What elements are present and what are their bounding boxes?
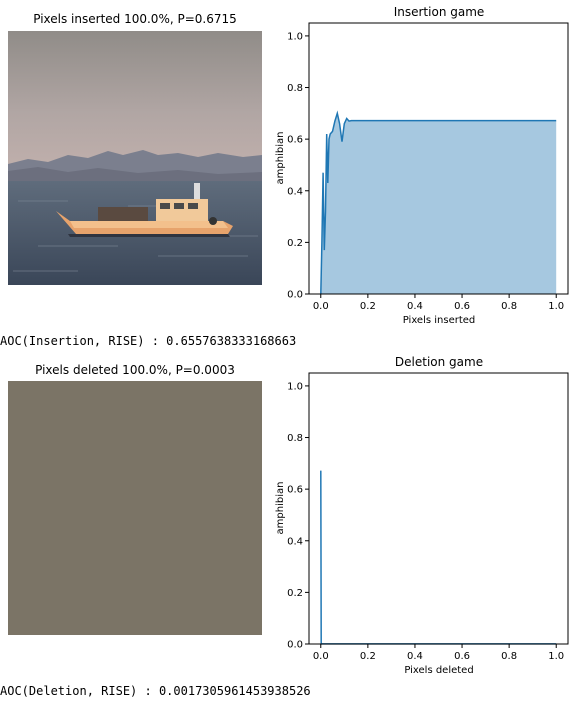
deletion-image	[8, 381, 262, 635]
insertion-x-tick-label: 0.0	[313, 301, 329, 312]
insertion-chart-title: Insertion game	[394, 5, 485, 19]
insertion-axes-frame	[308, 22, 569, 295]
insertion-line-layer	[320, 110, 557, 295]
insertion-aoc-text: AOC(Insertion, RISE) : 0.655763833316866…	[0, 334, 297, 348]
insertion-x-tick-label: 0.6	[454, 301, 470, 312]
insertion-image	[8, 31, 262, 285]
insertion-area-layer	[320, 113, 557, 294]
deletion-image-title: Pixels deleted 100.0%, P=0.0003	[35, 363, 235, 377]
boat-photo	[8, 31, 262, 285]
insertion-y-ticks: 0.0 0.2 0.4 0.6 0.8 1.0	[287, 31, 309, 301]
insertion-x-axis-label: Pixels inserted	[403, 315, 476, 326]
insertion-y-tick-label: 0.6	[287, 135, 303, 146]
insertion-x-tick-label: 1.0	[548, 301, 564, 312]
insertion-x-tick-label: 0.8	[501, 301, 517, 312]
insertion-y-tick-label: 1.0	[287, 31, 303, 42]
deletion-aoc-text: AOC(Deletion, RISE) : 0.0017305961453938…	[0, 684, 311, 698]
insertion-x-tick-label: 0.2	[360, 301, 376, 312]
insertion-y-axis-label: amphibian	[275, 132, 286, 185]
insertion-y-tick-label: 0.8	[287, 83, 303, 94]
insertion-y-tick-label: 0.4	[287, 186, 303, 197]
insertion-series-line	[320, 110, 557, 295]
insertion-x-ticks: 0.0 0.2 0.4 0.6 0.8 1.0	[313, 294, 564, 312]
insertion-y-tick-label: 0.2	[287, 238, 303, 249]
insertion-area-fill	[320, 113, 557, 294]
insertion-x-tick-label: 0.4	[407, 301, 423, 312]
insertion-y-tick-label: 0.0	[287, 290, 303, 301]
insertion-image-title: Pixels inserted 100.0%, P=0.6715	[33, 12, 237, 26]
